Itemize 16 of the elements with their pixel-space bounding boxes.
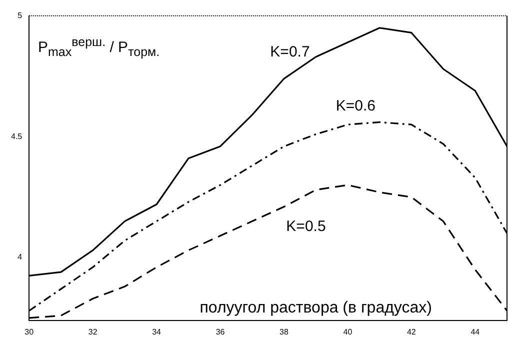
x-tick-label: 34 (152, 327, 162, 336)
y-tick-label: 4 (18, 252, 23, 262)
y-axis-title: P$_{max}$$^{верш.}$ / P$_{торм.}$ (38, 34, 160, 61)
x-tick-label: 32 (88, 327, 98, 336)
x-tick-label: 38 (280, 327, 289, 336)
x-tick-label: 36 (216, 327, 226, 336)
series-label: K=0.6 (336, 98, 376, 115)
x-axis-title: полуугол раствора (в градусах) (200, 299, 432, 316)
series-label: K=0.5 (286, 218, 326, 235)
x-tick-label: 40 (343, 327, 353, 336)
y-tick-label: 4.5 (10, 132, 23, 141)
x-tick-label: 30 (24, 327, 34, 336)
series-label: K=0.7 (270, 44, 310, 61)
y-tick-label: 5 (18, 11, 23, 20)
x-tick-label: 42 (406, 327, 416, 336)
x-tick-label: 44 (470, 327, 480, 336)
